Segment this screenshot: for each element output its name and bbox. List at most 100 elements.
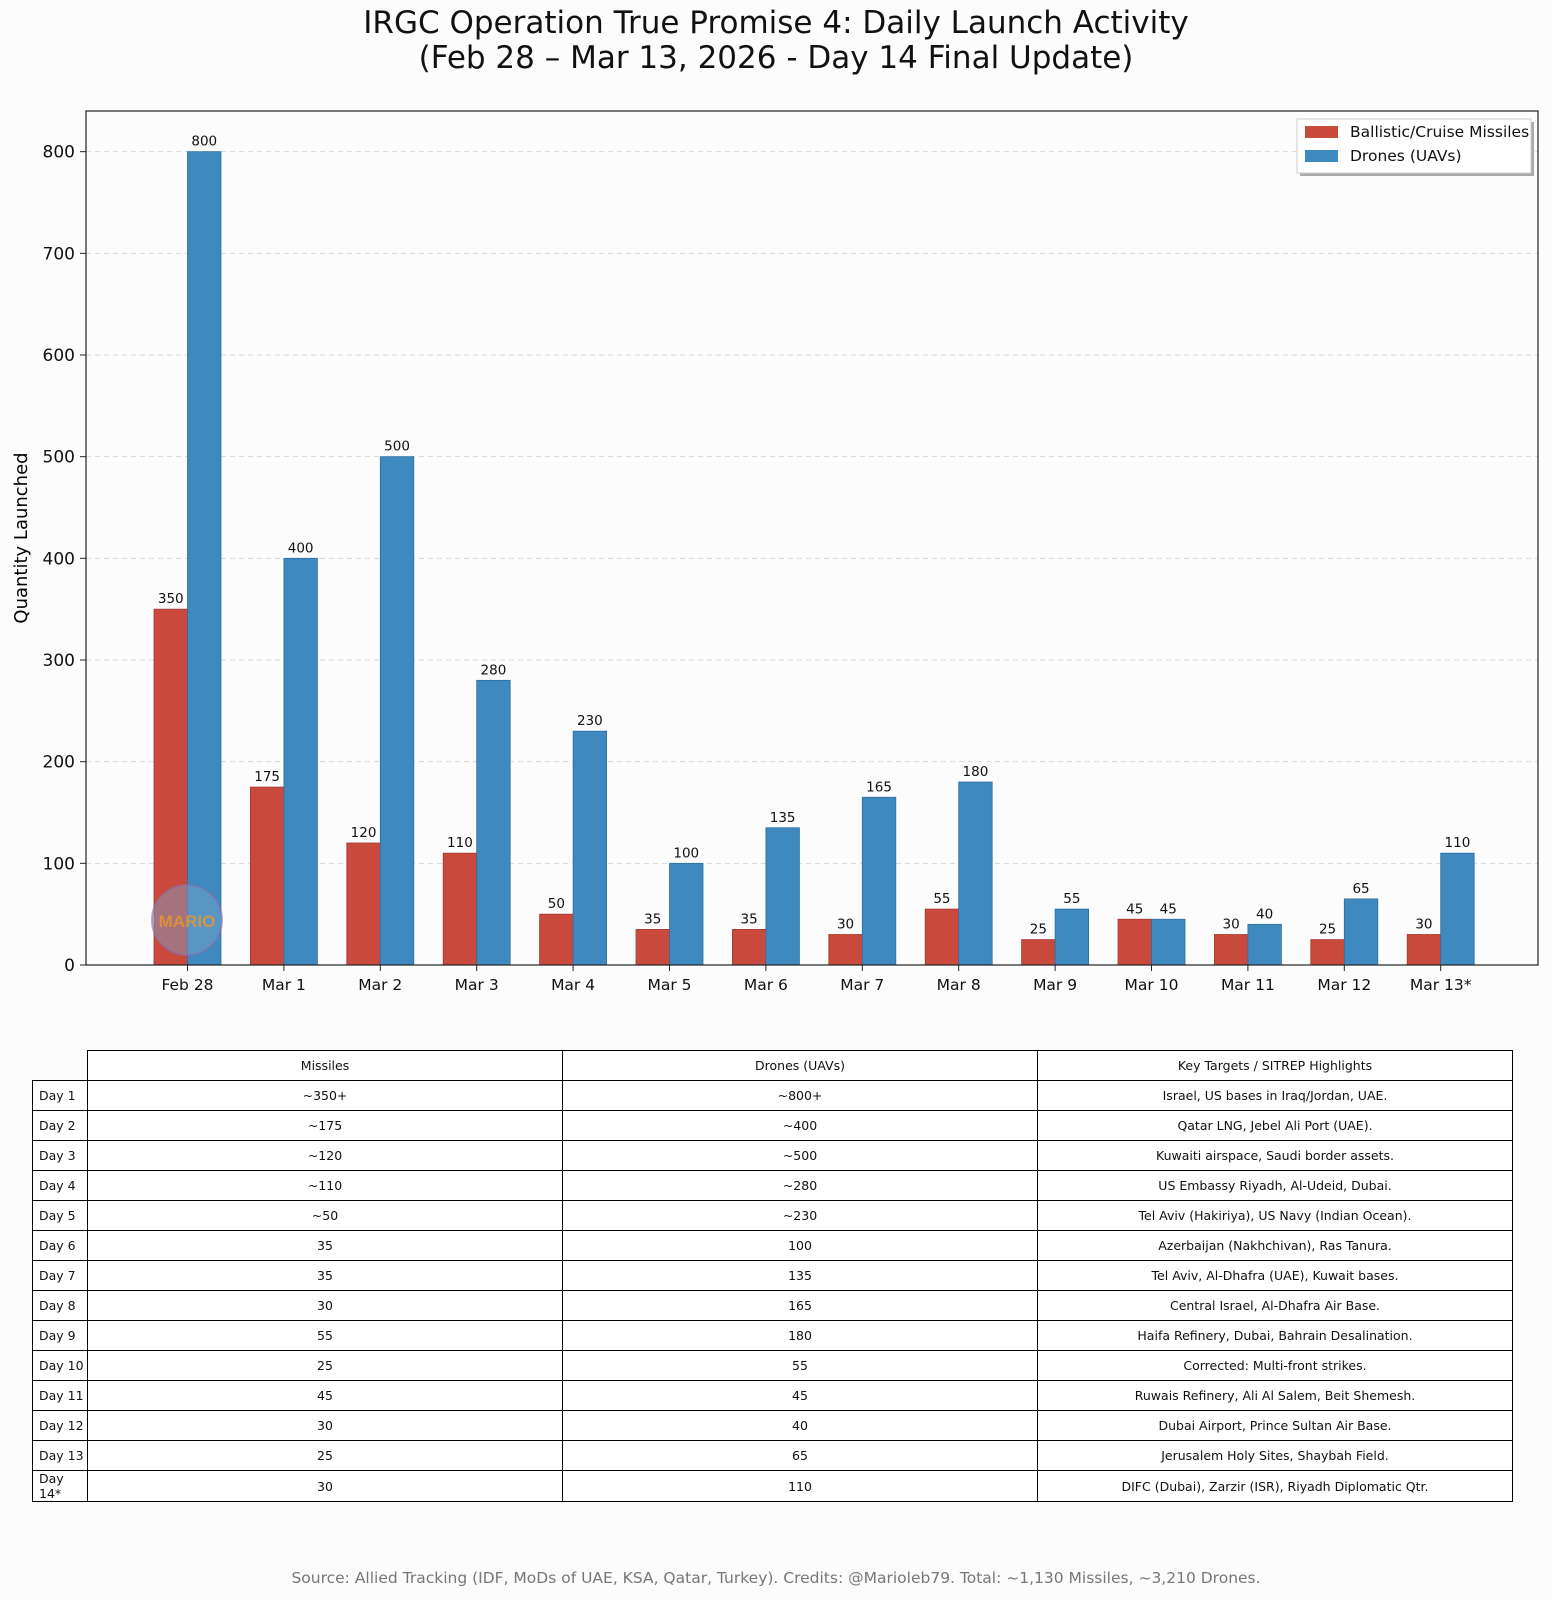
legend-swatch-missiles [1305,126,1338,138]
row-label: Day 1 [32,1080,88,1111]
cell-missiles: ~350+ [87,1080,563,1111]
bar-missiles [346,842,381,966]
bar-drones [379,456,415,966]
table-row: Day 10 25 55 Corrected: Multi-front strikes… [32,1350,1513,1381]
table-row: Day 1 ~350+ ~800+ Israel, US bases in Iraq/… [32,1080,1513,1111]
data-label-drones: 135 [770,810,796,826]
x-tick-label: Feb 28 [161,976,213,994]
x-axis-ticks: Feb 28 Mar 1 Mar 2 Mar 3 Mar 4 Mar 5 Mar 6 Mar … [161,965,1472,994]
bar-drones [187,151,222,966]
bar-drones [1054,908,1089,966]
data-label-drones: 500 [384,439,410,455]
row-label: Day 2 [32,1110,88,1141]
data-label-missiles: 25 [1030,922,1047,938]
cell-missiles: 35 [87,1230,563,1261]
bar-drones [1247,923,1282,966]
legend-label-missiles: Ballistic/Cruise Missiles [1350,123,1529,141]
x-tick-label: Mar 10 [1125,976,1179,994]
header-missiles: Missiles [87,1050,563,1081]
data-labels: 350 800 175 400 120 500 110 280 50 230 35 100 35 135 3… [158,134,1470,938]
bar-drones [1151,918,1186,966]
bar-drones [1343,898,1379,966]
chart-subtitle: (Feb 28 – Mar 13, 2026 - Day 14 Final Up… [418,40,1134,76]
legend-swatch-drones [1305,150,1338,162]
sitrep-table: Missiles Drones (UAVs) Key Targets / SIT… [32,1050,1513,1502]
bar-missiles [249,786,285,966]
plot-frame [85,110,1539,966]
x-tick-label: Mar 1 [262,976,306,994]
row-label: Day 5 [32,1200,88,1231]
bar-missiles [442,852,478,966]
x-tick-label: Mar 5 [647,976,691,994]
table-row: Day 4 ~110 ~280 US Embassy Riyadh, Al-Udeid… [32,1170,1513,1201]
bar-drones [861,796,897,966]
bar-missiles [1021,939,1056,966]
cell-missiles: 45 [87,1380,563,1411]
legend: Ballistic/Cruise Missiles Drones (UAVs) [1296,118,1534,176]
data-label-drones: 165 [866,779,892,795]
data-label-missiles: 55 [933,891,950,907]
cell-drones: ~400 [562,1110,1038,1141]
data-label-drones: 65 [1352,881,1369,897]
data-label-missiles: 175 [254,769,280,785]
cell-drones: ~500 [562,1140,1038,1171]
cell-missiles: ~110 [87,1170,563,1201]
cell-targets: DIFC (Dubai), Zarzir (ISR), Riyadh Diplo… [1037,1470,1513,1502]
cell-targets: Tel Aviv, Al-Dhafra (UAE), Kuwait bases. [1037,1260,1513,1291]
data-label-drones: 40 [1256,906,1273,922]
y-tick-label: 0 [64,956,75,976]
cell-targets: Dubai Airport, Prince Sultan Air Base. [1037,1410,1513,1441]
bar-missiles [924,908,960,966]
data-label-drones: 230 [577,713,603,729]
bar-missiles [1310,939,1345,966]
cell-targets: Haifa Refinery, Dubai, Bahrain Desalinat… [1037,1320,1513,1351]
y-tick-label: 400 [43,549,75,569]
table-row: Day 8 30 165 Central Israel, Al-Dhafra Air … [32,1290,1513,1321]
cell-drones: 100 [562,1230,1038,1261]
row-label: Day 10 [32,1350,88,1381]
table-row: Day 5 ~50 ~230 Tel Aviv (Hakiriya), US Navy… [32,1200,1513,1231]
table-header-row: Missiles Drones (UAVs) Key Targets / SIT… [33,1050,1513,1081]
y-axis-label: Quantity Launched [11,452,32,623]
table-row: Day 14* 30 110 DIFC (Dubai), Zarzir (ISR), … [32,1470,1513,1502]
cell-missiles: 35 [87,1260,563,1291]
bar-missiles [1214,934,1249,966]
data-label-drones: 280 [481,662,507,678]
data-label-drones: 100 [673,845,699,861]
header-drones: Drones (UAVs) [562,1050,1038,1081]
bar-drones [283,557,318,966]
table-row: Day 6 35 100 Azerbaijan (Nakhchivan), Ras T… [32,1230,1513,1261]
data-label-missiles: 30 [1223,917,1240,933]
y-tick-label: 200 [43,753,75,773]
bar-drones [669,862,704,966]
data-label-missiles: 350 [158,591,184,607]
watermark-circle [151,884,223,956]
y-tick-label: 500 [43,448,75,468]
cell-drones: 45 [562,1380,1038,1411]
data-label-missiles: 30 [1415,917,1432,933]
cell-missiles: 25 [87,1440,563,1471]
cell-missiles: ~50 [87,1200,563,1231]
table-row: Day 3 ~120 ~500 Kuwaiti airspace, Saudi bor… [32,1140,1513,1171]
data-label-missiles: 30 [837,917,854,933]
bar-missiles [635,929,670,966]
x-tick-label: Mar 6 [744,976,788,994]
bar-drones [1440,852,1475,966]
cell-missiles: ~175 [87,1110,563,1141]
cell-drones: 135 [562,1260,1038,1291]
row-label: Day 7 [32,1260,88,1291]
y-tick-label: 600 [43,346,75,366]
cell-drones: 55 [562,1350,1038,1381]
cell-targets: Central Israel, Al-Dhafra Air Base. [1037,1290,1513,1321]
data-label-missiles: 35 [644,911,661,927]
bar-drones [958,781,993,966]
row-label: Day 4 [32,1170,88,1201]
cell-drones: ~230 [562,1200,1038,1231]
x-tick-label: Mar 2 [358,976,402,994]
y-tick-label: 700 [43,244,75,264]
data-label-drones: 55 [1063,891,1080,907]
cell-drones: ~800+ [562,1080,1038,1111]
x-tick-label: Mar 3 [455,976,499,994]
source-credits: Source: Allied Tracking (IDF, MoDs of UA… [291,1569,1261,1587]
row-label: Day 14* [32,1470,88,1502]
